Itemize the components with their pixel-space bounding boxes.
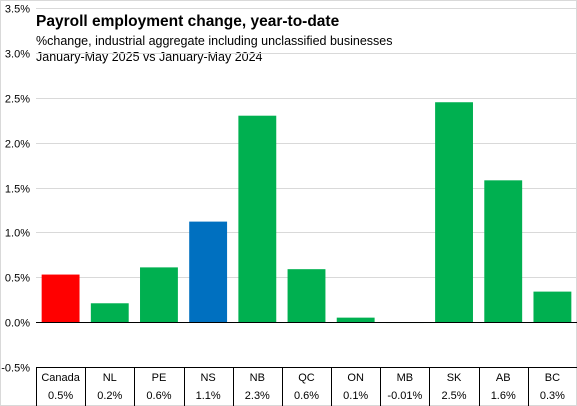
category-label: SK [447, 372, 462, 384]
chart-subtitle-line-1: %change, industrial aggregate including … [36, 34, 392, 48]
category-label: PE [152, 372, 167, 384]
category-label: BC [545, 372, 560, 384]
y-tick-label: 2.0% [5, 139, 30, 151]
category-label: NL [103, 372, 117, 384]
value-label: 2.5% [442, 390, 467, 402]
bar-sk [435, 102, 473, 323]
bar-nl [90, 303, 129, 323]
category-label: QC [298, 372, 315, 384]
y-tick-label: 0.0% [5, 318, 30, 330]
value-label: 0.2% [97, 390, 122, 402]
bar-ab [484, 180, 523, 323]
bar-nb [238, 115, 277, 323]
bar-ns [189, 221, 228, 323]
value-label: -0.01% [387, 390, 422, 402]
bar-bc [533, 291, 572, 323]
bar-qc [287, 269, 326, 323]
category-label: NS [200, 372, 215, 384]
y-tick-label: 2.5% [5, 94, 30, 106]
bar-canada [41, 274, 80, 323]
bars [36, 102, 577, 324]
y-tick-label: -0.5% [1, 363, 30, 375]
y-axis-tick-labels: -0.5% 0.0% 0.5% 1.0% 1.5% 2.0% 2.5% 3.0% 3.5% [1, 4, 30, 375]
y-tick-label: 0.5% [5, 273, 30, 285]
category-label: ON [347, 372, 364, 384]
y-tick-label: 1.0% [5, 228, 30, 240]
category-label: MB [397, 372, 414, 384]
value-label: 1.6% [491, 390, 516, 402]
y-tick-label: 1.5% [5, 184, 30, 196]
category-label: NB [250, 372, 265, 384]
value-label: 0.5% [48, 390, 73, 402]
category-table: Canada 0.5% NL 0.2% PE 0.6% NS 1.1% NB 2.3% QC 0.6%… [36, 367, 577, 406]
chart-title: Payroll employment change, year-to-date [36, 13, 340, 30]
y-tick-label: 3.5% [5, 4, 30, 16]
y-tick-label: 3.0% [5, 49, 30, 61]
bar-on [336, 317, 375, 323]
category-label: Canada [41, 372, 80, 384]
category-label: AB [496, 372, 511, 384]
value-label: 2.3% [245, 390, 270, 402]
bar-pe [140, 267, 178, 323]
value-label: 1.1% [196, 390, 221, 402]
value-label: 0.1% [343, 390, 368, 402]
value-label: 0.3% [540, 390, 565, 402]
value-label: 0.6% [146, 390, 171, 402]
chart-subtitle-line-2: January-May 2025 vs January-May 2024 [36, 50, 263, 64]
value-label: 0.6% [294, 390, 319, 402]
